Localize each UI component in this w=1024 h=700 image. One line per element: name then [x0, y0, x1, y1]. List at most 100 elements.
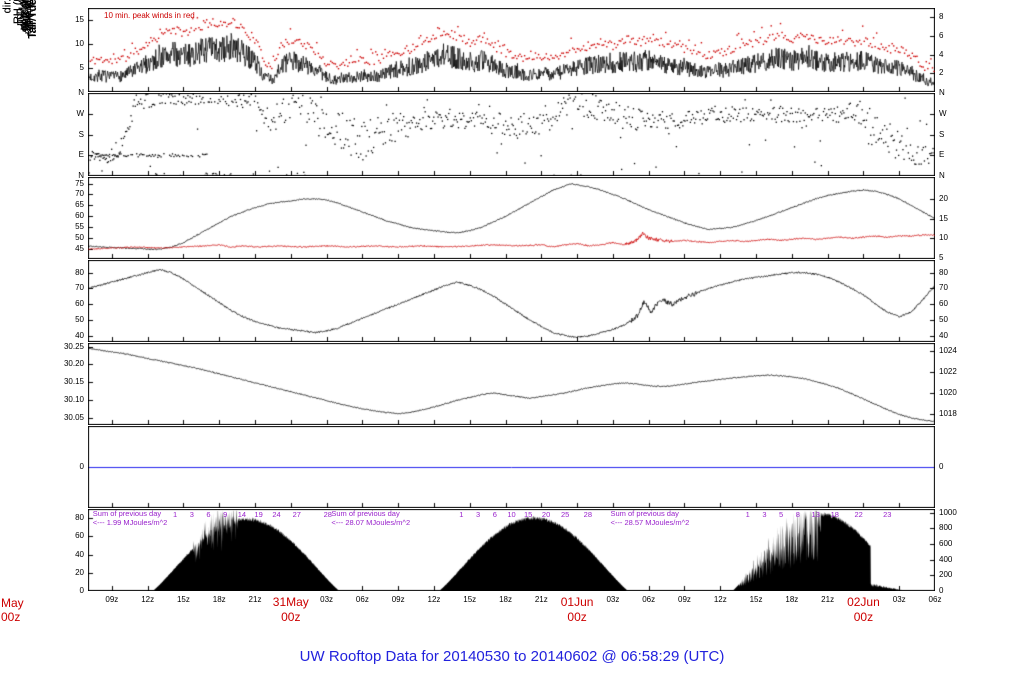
- rad-cumulative-label: 25: [561, 510, 570, 519]
- dir-right-tick-label: N: [939, 88, 945, 97]
- pcp-right-tick-label: 0: [939, 462, 944, 471]
- dir-left-tick-label: S: [78, 129, 84, 139]
- rad-left-tick-label: 0: [79, 586, 84, 595]
- clipped-date-label: May 00z: [1, 596, 24, 624]
- rad-cumulative-label: 1: [172, 510, 178, 519]
- rad-left-tick-label: 80: [75, 513, 84, 523]
- dir-right-tick-label: W: [939, 108, 947, 118]
- wind-right-tick-label: 4: [939, 49, 944, 59]
- temp-left-tick-label: 65: [75, 200, 84, 210]
- wind-left-tick-label: 15: [75, 15, 84, 24]
- rad-right-tick-label: 400: [939, 554, 953, 564]
- rad-cumulative-label: 20: [541, 510, 551, 519]
- rh-right-tick-label: 50: [939, 314, 948, 324]
- dir-right-tick-label: N: [939, 171, 945, 180]
- x-tick-label: 06z: [642, 595, 656, 604]
- x-tick-label: 09z: [678, 595, 691, 604]
- direction-panel: [88, 93, 935, 176]
- temp-right-tick-label: 5: [939, 252, 944, 262]
- x-tick-label: 21z: [821, 595, 835, 604]
- dir-left-tick-label: N: [78, 88, 84, 97]
- rad-cumulative-label: 15: [524, 510, 533, 519]
- rad-right-tick-label: 1000: [939, 507, 957, 517]
- temp-left-tick-label: 50: [75, 233, 84, 243]
- radiation-sum-annotation-line2: <--- 28.07 MJoules/m^2: [331, 517, 411, 527]
- rad-cumulative-label: 28: [583, 510, 593, 519]
- radiation-sum-annotation-line2: <--- 28.57 MJoules/m^2: [610, 517, 690, 527]
- slp-left-tick-label: 30.25: [63, 341, 84, 351]
- radiation-sum-annotation-line1: Sum of previous day: [610, 509, 679, 518]
- slp-left-tick-label: 30.05: [63, 412, 84, 422]
- rad-cumulative-label: 3: [189, 510, 194, 519]
- rh-left-tick-label: 40: [75, 330, 84, 340]
- radiation-sum-annotation-line1: Sum of previous day: [331, 509, 400, 518]
- x-tick-label: 18z: [212, 595, 226, 604]
- rh-right-tick-label: 70: [939, 283, 948, 293]
- x-tick-label: 15z: [749, 595, 763, 604]
- wind-peak-annotation: 10 min. peak winds in red: [104, 11, 195, 20]
- x-tick-label: 18z: [785, 595, 799, 604]
- rad-cumulative-label: 24: [272, 510, 281, 519]
- rad-left-tick-label: 60: [75, 531, 84, 541]
- temp-left-tick-label: 75: [75, 178, 84, 188]
- x-date-label: 00z: [567, 610, 587, 624]
- x-tick-label: 15z: [176, 595, 190, 604]
- x-date-label: 31May: [272, 595, 309, 609]
- radiation-plot-canvas: [88, 509, 935, 591]
- x-tick-label: 21z: [248, 595, 262, 604]
- radiation-sum-annotation: Sum of previous day <--- 28.57 MJoules/m…: [610, 509, 690, 527]
- temperature-plot-canvas: [88, 177, 935, 259]
- rad-cumulative-label: 10: [507, 510, 516, 519]
- rad-cumulative-label: 14: [237, 510, 247, 519]
- rh-right-tick-label: 40: [939, 330, 948, 340]
- figure-title: UW Rooftop Data for 20140530 to 20140602…: [299, 648, 725, 665]
- wind-plot-canvas: [88, 8, 935, 92]
- rad-cumulative-label: 8: [795, 510, 800, 519]
- rad-left-tick-label: 20: [75, 567, 84, 577]
- clipped-date-label-line1: May: [1, 596, 24, 610]
- x-tick-label: 06z: [355, 595, 369, 604]
- x-tick-label: 03z: [606, 595, 620, 604]
- x-tick-label: 06z: [928, 595, 942, 604]
- radiation-sum-annotation-line1: Sum of previous day: [92, 509, 162, 518]
- rad-cumulative-label: 22: [854, 510, 863, 519]
- wind-right-tick-label: 2: [939, 68, 944, 78]
- x-date-label: 00z: [853, 610, 874, 624]
- x-tick-label: 12z: [713, 595, 727, 604]
- temp-right-tick-label: 10: [939, 233, 948, 243]
- dir-left-tick-label: N: [78, 171, 84, 180]
- rad-right-tick-label: 800: [939, 523, 953, 533]
- rad-right-tick-label: 0: [939, 586, 944, 595]
- temp-right-tick-label: 20: [939, 193, 948, 203]
- x-tick-label: 03z: [892, 595, 906, 604]
- rad-cumulative-label: 27: [292, 510, 301, 519]
- rad-left-tick-label: 40: [75, 549, 84, 559]
- x-date-label: 00z: [281, 610, 301, 624]
- slp-left-tick-label: 30.10: [63, 395, 84, 405]
- radiation-sum-annotation: Sum of previous day <--- 1.99 MJoules/m^…: [92, 509, 168, 527]
- x-tick-label: 12z: [427, 595, 441, 604]
- rad-right-tick-label: 200: [939, 570, 953, 580]
- x-tick-label: 18z: [499, 595, 512, 604]
- rad-cumulative-label: 3: [762, 510, 767, 519]
- pressure-plot-canvas: [88, 343, 935, 425]
- slp-right-tick-label: 1018: [939, 408, 957, 418]
- radiation-sum-annotation-line2: <--- 1.99 MJoules/m^2: [92, 517, 168, 527]
- rh-right-tick-label: 80: [939, 267, 948, 277]
- wind-left-tick-label: 5: [79, 63, 84, 72]
- rad-cumulative-label: 23: [883, 510, 892, 519]
- clipped-date-label-line2: 00z: [1, 610, 21, 624]
- slp-right-tick-label: 1024: [939, 345, 957, 355]
- wind-right-tick-label: 6: [939, 31, 944, 41]
- wind-panel: [88, 8, 935, 92]
- slp-right-tick-label: 1020: [939, 387, 957, 397]
- rh-right-tick-label: 60: [939, 299, 948, 309]
- temp-left-tick-label: 55: [75, 222, 84, 232]
- rad-cumulative-label: 5: [779, 510, 784, 519]
- x-date-label: 02Jun: [847, 595, 880, 609]
- dir-left-tick-label: W: [76, 108, 84, 118]
- pcp-left-tick-label: 0: [79, 462, 84, 471]
- slp-right-tick-label: 1022: [939, 366, 957, 376]
- rad-cumulative-label: 28: [323, 510, 332, 519]
- slp-left-tick-label: 30.15: [63, 377, 84, 387]
